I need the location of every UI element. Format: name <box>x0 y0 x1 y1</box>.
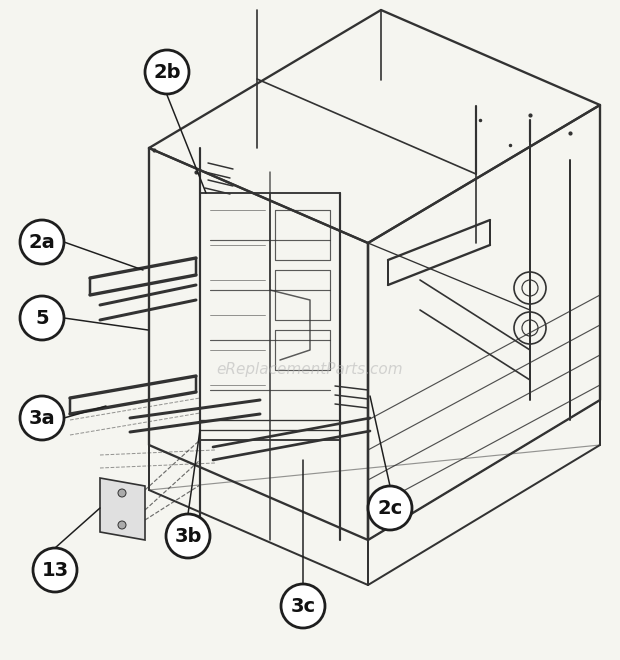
Text: 2a: 2a <box>29 232 55 251</box>
Text: 3b: 3b <box>174 527 202 546</box>
Circle shape <box>166 514 210 558</box>
Text: 13: 13 <box>42 560 69 579</box>
Text: eReplacementParts.com: eReplacementParts.com <box>216 362 404 377</box>
Text: 3a: 3a <box>29 409 55 428</box>
Circle shape <box>33 548 77 592</box>
Text: 2b: 2b <box>153 63 181 81</box>
Circle shape <box>20 296 64 340</box>
Polygon shape <box>100 478 145 540</box>
Circle shape <box>118 521 126 529</box>
Circle shape <box>145 50 189 94</box>
Text: 2c: 2c <box>378 498 402 517</box>
Text: 3c: 3c <box>290 597 316 616</box>
Circle shape <box>20 220 64 264</box>
Circle shape <box>281 584 325 628</box>
Text: 5: 5 <box>35 308 49 327</box>
Circle shape <box>368 486 412 530</box>
Circle shape <box>118 489 126 497</box>
Circle shape <box>20 396 64 440</box>
